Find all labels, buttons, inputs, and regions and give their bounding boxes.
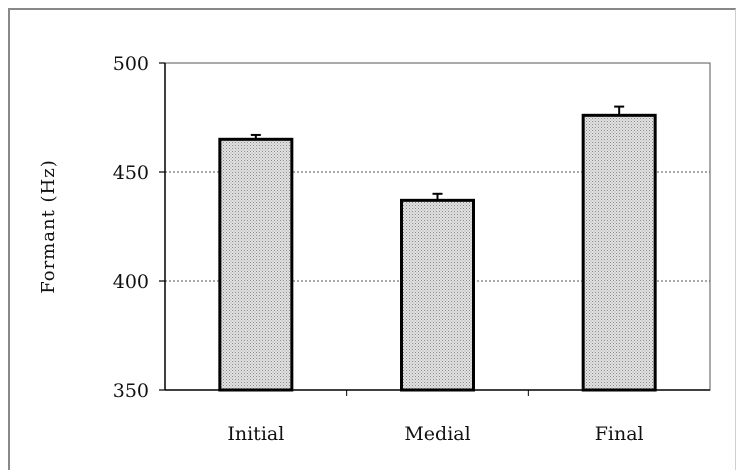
y-tick-label: 500 (113, 53, 149, 75)
bar-final (581, 113, 657, 392)
y-tick-label: 400 (113, 271, 149, 293)
y-tick-label: 450 (113, 162, 149, 184)
bar-medial (400, 198, 475, 392)
x-tick-label-medial: Medial (404, 423, 470, 445)
x-tick-label-final: Final (595, 423, 644, 445)
y-tick-label: 350 (113, 380, 149, 402)
chart-frame: 350 400 450 500 Initial Medial Final Formant (H… (8, 8, 736, 470)
bar-initial (218, 137, 294, 392)
y-axis-title: Formant (Hz) (38, 159, 59, 294)
x-tick-label-initial: Initial (227, 423, 284, 445)
formant-bar-chart: 350 400 450 500 Initial Medial Final Formant (H… (38, 53, 711, 445)
